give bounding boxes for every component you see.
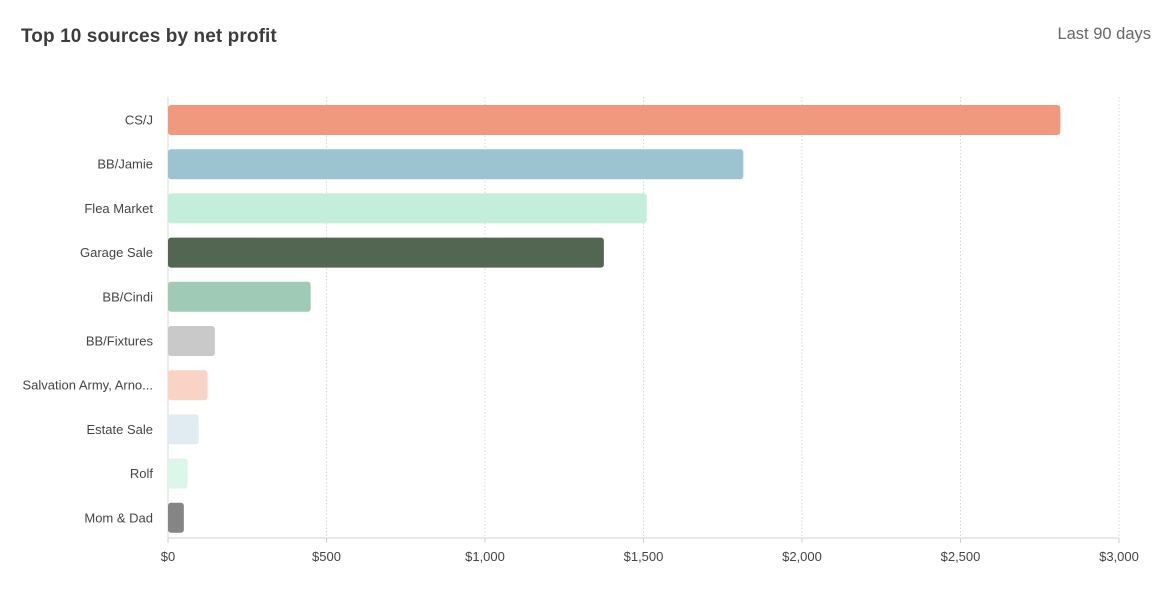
bar [168, 370, 208, 401]
category-label: Garage Sale [80, 245, 153, 260]
x-tick-label: $1,000 [465, 549, 505, 564]
bar [168, 193, 647, 224]
x-tick-label: $1,500 [624, 549, 664, 564]
bar [168, 326, 215, 356]
x-tick-label: $500 [312, 549, 341, 564]
category-label: Salvation Army, Arno... [22, 378, 153, 393]
x-tick-label: $3,000 [1099, 549, 1139, 564]
x-tick-label: $0 [161, 549, 175, 564]
date-range-selector[interactable]: Last 90 days [1057, 25, 1151, 43]
category-label: Flea Market [84, 201, 153, 216]
category-label: BB/Fixtures [86, 334, 154, 349]
bar [168, 149, 744, 180]
category-label: BB/Cindi [102, 289, 153, 304]
chart-title: Top 10 sources by net profit [21, 26, 277, 47]
category-label: Rolf [130, 466, 154, 481]
bar [168, 502, 184, 533]
x-tick-label: $2,500 [941, 549, 981, 564]
bar [168, 105, 1061, 135]
category-label: Estate Sale [87, 422, 154, 437]
x-tick-label: $2,000 [782, 549, 822, 564]
category-label: CS/J [125, 113, 153, 128]
bar [168, 414, 199, 445]
bar [168, 237, 604, 268]
category-label: BB/Jamie [97, 157, 153, 172]
category-label: Mom & Dad [84, 510, 153, 525]
bar [168, 281, 311, 312]
chart-header: Top 10 sources by net profit Last 90 day… [0, 0, 1167, 80]
bar [168, 458, 188, 489]
